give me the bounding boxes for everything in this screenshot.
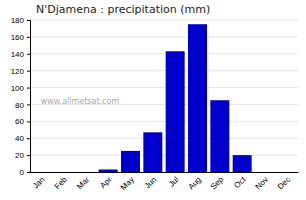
grid-line: [30, 121, 298, 122]
bar: [188, 24, 207, 172]
y-tick: 20: [15, 151, 30, 160]
bar: [76, 172, 95, 173]
y-tick: 0: [20, 168, 30, 177]
y-tick: 100: [11, 84, 30, 93]
x-tick-label: Sep: [209, 175, 226, 192]
y-tick-mark: [27, 104, 30, 105]
y-tick-mark: [27, 37, 30, 38]
y-tick-mark: [27, 172, 30, 173]
y-tick-mark: [27, 88, 30, 89]
y-axis-line: [27, 21, 31, 173]
title: N'Djamena : precipitation (mm): [36, 3, 210, 16]
bar: [210, 100, 229, 172]
x-axis-line: [31, 172, 299, 173]
y-tick: 60: [15, 117, 30, 126]
bar: [32, 172, 51, 173]
y-tick-label: 80: [15, 101, 24, 110]
grid-line: [30, 155, 298, 156]
x-tick: Dec: [276, 175, 292, 191]
watermark: www.allmetsat.com: [41, 97, 120, 106]
y-tick-label: 140: [11, 50, 25, 59]
grid: [30, 20, 298, 172]
grid-line: [30, 138, 298, 139]
y-tick-mark: [27, 20, 30, 21]
y-tick-mark: [27, 71, 30, 72]
x-tick: Nov: [253, 175, 269, 191]
grid-line: [30, 87, 298, 88]
y-tick-label: 160: [11, 33, 25, 42]
bar: [277, 172, 296, 173]
x-tick-label: Nov: [253, 175, 269, 191]
bar: [233, 155, 252, 172]
x-tick-label: Jan: [31, 175, 46, 190]
y-tick-label: 60: [15, 117, 24, 126]
y-tick-label: 20: [15, 151, 24, 160]
x-axis: Jan Feb Mar Apr May Jun Jul Aug Sep Oct Nov Dec: [31, 173, 299, 193]
y-axis: 0 20 40 60 80 100 120 140 160 180: [11, 16, 31, 177]
x-tick-label: Mar: [75, 175, 91, 191]
grid-line: [30, 36, 298, 37]
x-tick: Sep: [209, 175, 226, 192]
x-tick-label: Jul: [167, 175, 181, 189]
x-tick: Jan: [31, 175, 46, 190]
x-tick-label: Feb: [53, 175, 70, 192]
y-tick: 120: [11, 67, 30, 76]
chart-svg: 020406080100120140160180JanFebMarAprMayJ…: [0, 0, 306, 200]
y-tick: 80: [15, 101, 30, 110]
y-tick: 180: [11, 16, 30, 25]
y-tick-mark: [27, 54, 30, 55]
x-tick: Oct: [232, 174, 248, 190]
plot: 020406080100120140160180JanFebMarAprMayJ…: [11, 16, 299, 192]
x-tick-label: Oct: [232, 174, 248, 190]
y-tick-label: 120: [11, 67, 25, 76]
y-tick: 140: [11, 50, 30, 59]
x-tick-label: Aug: [186, 175, 202, 191]
x-tick-label: Jun: [143, 175, 158, 190]
y-tick-label: 40: [15, 134, 24, 143]
y-tick-mark: [27, 155, 30, 156]
bar: [99, 169, 118, 172]
y-tick: 160: [11, 33, 30, 42]
bar: [121, 151, 140, 172]
bar: [54, 172, 73, 173]
y-tick-mark: [27, 138, 30, 139]
bar: [166, 51, 185, 172]
grid-line: [30, 70, 298, 71]
bar: [143, 132, 162, 172]
x-tick: Jul: [167, 175, 181, 189]
y-tick-mark: [27, 121, 30, 122]
x-tick: Aug: [186, 175, 202, 191]
x-tick-label: Dec: [276, 175, 292, 191]
grid-line: [30, 172, 298, 173]
grid-line: [30, 53, 298, 54]
y-tick-label: 180: [11, 16, 25, 25]
grid-line: [30, 20, 298, 21]
x-tick: Mar: [75, 175, 91, 191]
x-tick: Feb: [53, 175, 70, 192]
y-tick-label: 0: [20, 168, 25, 177]
x-tick-label: Apr: [98, 175, 113, 190]
y-tick-label: 100: [11, 84, 25, 93]
x-tick: Jun: [143, 175, 158, 190]
x-tick-label: May: [119, 175, 136, 192]
bars: [99, 24, 252, 172]
x-tick: Apr: [98, 175, 113, 190]
x-tick: May: [119, 175, 136, 192]
bar: [255, 172, 274, 173]
y-tick: 40: [15, 134, 30, 143]
